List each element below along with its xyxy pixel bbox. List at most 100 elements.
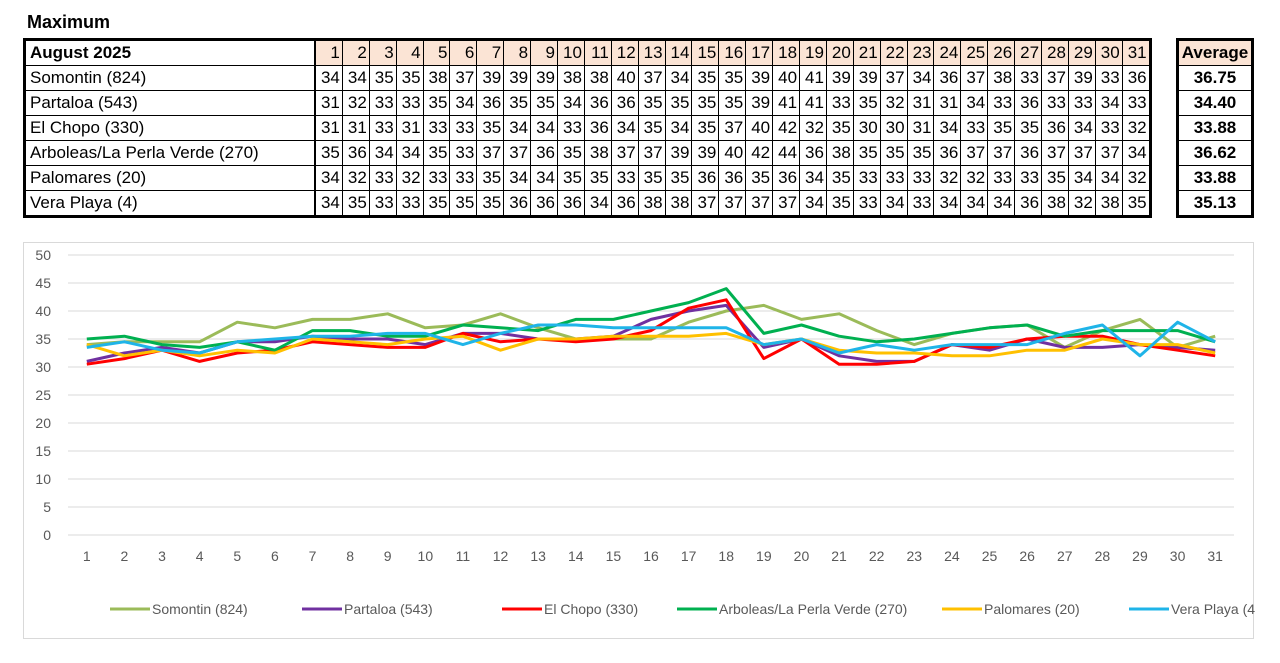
temperature-cell: 38 (637, 190, 666, 217)
x-tick-label: 27 (1057, 548, 1073, 564)
temperature-cell: 37 (637, 140, 666, 166)
temperature-cell: 36 (1014, 190, 1043, 217)
temperature-cell: 35 (664, 90, 693, 116)
temperature-cell: 35 (691, 115, 720, 141)
temperature-cell: 35 (395, 65, 424, 91)
temperature-cell: 37 (449, 65, 478, 91)
x-tick-label: 20 (794, 548, 810, 564)
day-header: 16 (718, 39, 747, 66)
temperature-cell: 34 (664, 65, 693, 91)
temperature-cell: 34 (1094, 90, 1123, 116)
y-tick-label: 25 (35, 387, 51, 403)
temperature-cell: 34 (879, 190, 908, 217)
temperature-cell: 31 (933, 90, 962, 116)
day-header: 27 (1014, 39, 1043, 66)
temperature-cell: 39 (1067, 65, 1096, 91)
temperature-cell: 33 (852, 165, 881, 191)
temperature-cell: 35 (557, 140, 585, 166)
temperature-cell: 31 (906, 115, 935, 141)
x-tick-label: 28 (1095, 548, 1111, 564)
x-tick-label: 3 (158, 548, 166, 564)
temperature-cell: 38 (825, 140, 854, 166)
temperature-cell: 33 (1094, 65, 1123, 91)
temperature-cell: 36 (583, 115, 612, 141)
temperature-cell: 44 (772, 140, 801, 166)
day-header: 13 (637, 39, 666, 66)
day-header: 7 (476, 39, 505, 66)
temperature-cell: 35 (422, 140, 451, 166)
temperature-cell: 41 (799, 90, 827, 116)
temperature-cell: 38 (987, 65, 1016, 91)
series-line (86, 331, 1216, 358)
temperature-cell: 37 (637, 65, 666, 91)
temperature-cell: 33 (960, 115, 989, 141)
x-tick-label: 12 (493, 548, 509, 564)
temperature-cell: 35 (852, 140, 881, 166)
temperature-cell: 36 (933, 65, 962, 91)
temperature-cell: 39 (503, 65, 532, 91)
temperature-cell: 35 (476, 190, 505, 217)
temperature-cell: 33 (1067, 90, 1096, 116)
temperature-cell: 33 (987, 90, 1016, 116)
temperature-cell: 33 (852, 190, 881, 217)
temperature-cell: 33 (395, 90, 424, 116)
temperature-cell: 36 (933, 140, 962, 166)
temperature-cell: 34 (664, 115, 693, 141)
day-header: 26 (987, 39, 1016, 66)
temperature-cell: 37 (879, 65, 908, 91)
y-tick-label: 35 (35, 331, 51, 347)
temperature-cell: 37 (1094, 140, 1123, 166)
x-tick-label: 26 (1019, 548, 1035, 564)
temperature-cell: 33 (987, 165, 1016, 191)
temperature-cell: 37 (960, 65, 989, 91)
temperature-cell: 32 (879, 90, 908, 116)
temperature-cell: 34 (987, 190, 1016, 217)
temperature-cell: 33 (1094, 115, 1123, 141)
temperature-cell: 33 (395, 190, 424, 217)
temperature-cell: 35 (503, 90, 532, 116)
temperature-cell: 37 (772, 190, 801, 217)
x-tick-label: 22 (869, 548, 885, 564)
temperature-cell: 36 (530, 140, 559, 166)
temperature-cell: 37 (718, 115, 747, 141)
location-name: Palomares (20) (24, 165, 316, 191)
legend-label: Partaloa (543) (344, 601, 433, 617)
temperature-cell: 35 (368, 65, 397, 91)
day-header: 10 (557, 39, 585, 66)
x-tick-label: 11 (456, 548, 471, 564)
average-cell: 36.62 (1177, 140, 1253, 166)
day-header: 30 (1094, 39, 1123, 66)
temperature-cell: 33 (368, 190, 397, 217)
temperature-cell: 35 (341, 190, 370, 217)
legend-label: Arboleas/La Perla Verde (270) (719, 601, 907, 617)
temperature-cell: 38 (1041, 190, 1069, 217)
y-tick-label: 10 (35, 471, 51, 487)
temperature-cell: 40 (745, 115, 774, 141)
temperature-cell: 36 (1014, 140, 1043, 166)
table-row: Somontin (824) 34 34 35 35 38 37 39 39 39 38 38 40 37… (24, 65, 1151, 91)
temperature-cell: 31 (313, 115, 343, 141)
x-tick-label: 4 (196, 548, 204, 564)
temperature-cell: 34 (313, 190, 343, 217)
table-row: Arboleas/La Perla Verde (270) 35 36 34 34 35 3… (24, 140, 1151, 166)
average-cell: 33.88 (1177, 115, 1253, 141)
temperature-cell: 33 (368, 165, 397, 191)
temperature-cell: 35 (1041, 165, 1069, 191)
temperature-cell: 36 (476, 90, 505, 116)
temperature-cell: 36 (610, 90, 639, 116)
day-header: 6 (449, 39, 478, 66)
x-tick-label: 17 (681, 548, 697, 564)
temperature-cell: 33 (449, 140, 478, 166)
temperature-cell: 38 (583, 65, 612, 91)
temperature-cell: 32 (1121, 165, 1151, 191)
x-tick-label: 15 (606, 548, 622, 564)
temperature-cell: 33 (610, 165, 639, 191)
temperature-cell: 35 (422, 90, 451, 116)
x-tick-label: 23 (907, 548, 923, 564)
location-name: Arboleas/La Perla Verde (270) (24, 140, 316, 166)
temperature-cell: 35 (637, 115, 666, 141)
temperature-cell: 34 (960, 190, 989, 217)
temperature-cell: 32 (799, 115, 827, 141)
temperature-cell: 32 (960, 165, 989, 191)
temperature-cell: 35 (987, 115, 1016, 141)
